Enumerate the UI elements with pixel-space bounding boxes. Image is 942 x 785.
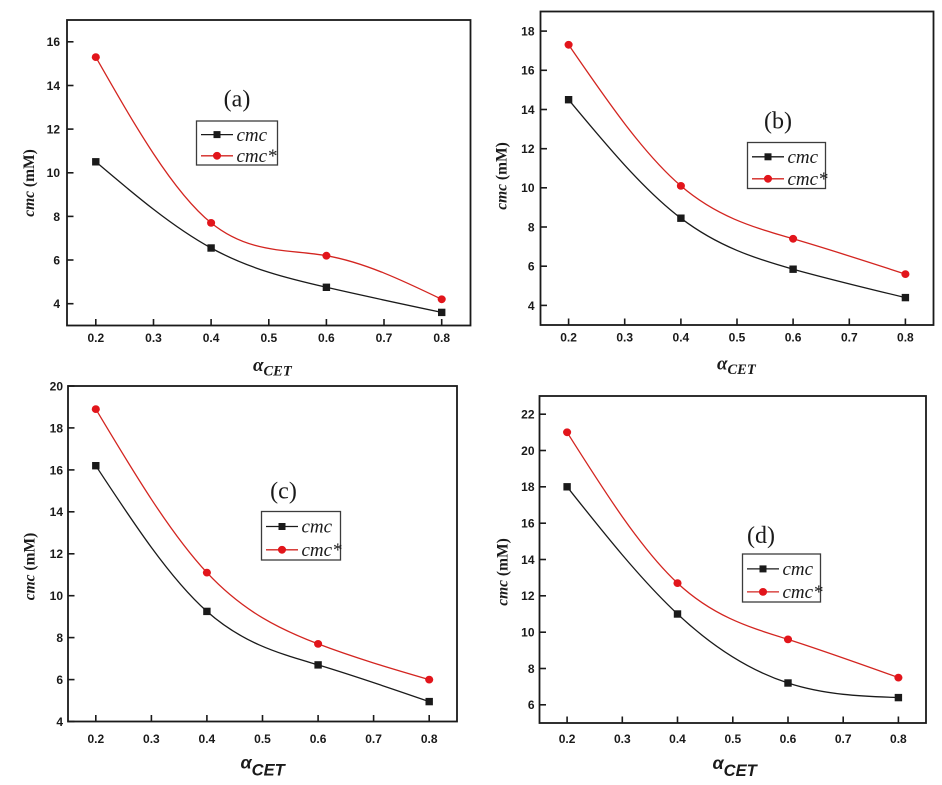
- svg-text:0.3: 0.3: [616, 330, 633, 344]
- svg-text:0.2: 0.2: [87, 331, 104, 345]
- svg-text:12: 12: [521, 142, 535, 156]
- svg-text:0.6: 0.6: [785, 330, 802, 344]
- svg-text:6: 6: [528, 260, 535, 274]
- svg-text:0.8: 0.8: [897, 330, 914, 344]
- svg-text:cmc (mM): cmc (mM): [495, 538, 512, 606]
- svg-text:cmc: cmc: [302, 517, 333, 538]
- svg-text:0.4: 0.4: [203, 331, 220, 345]
- svg-text:18: 18: [521, 25, 535, 39]
- svg-text:20: 20: [521, 444, 535, 458]
- svg-text:0.5: 0.5: [729, 330, 746, 344]
- svg-text:cmc*: cmc*: [237, 146, 278, 167]
- svg-text:cmc (mM): cmc (mM): [494, 142, 511, 210]
- svg-text:8: 8: [56, 631, 63, 645]
- svg-text:10: 10: [521, 181, 535, 195]
- svg-text:(b): (b): [764, 109, 792, 135]
- svg-text:cmc: cmc: [783, 559, 814, 580]
- svg-text:cmc (mM): cmc (mM): [22, 533, 39, 601]
- svg-text:16: 16: [50, 463, 64, 477]
- svg-text:12: 12: [47, 123, 61, 137]
- svg-text:0.5: 0.5: [254, 732, 271, 746]
- svg-text:16: 16: [521, 64, 535, 78]
- svg-text:4: 4: [56, 715, 63, 729]
- svg-text:6: 6: [528, 698, 535, 712]
- svg-text:(c): (c): [270, 479, 297, 505]
- svg-text:0.7: 0.7: [841, 330, 858, 344]
- svg-text:12: 12: [50, 547, 64, 561]
- svg-text:18: 18: [521, 480, 535, 494]
- svg-text:12: 12: [521, 589, 535, 603]
- svg-text:6: 6: [56, 673, 63, 687]
- svg-text:cmc: cmc: [788, 147, 819, 168]
- svg-text:cmc*: cmc*: [788, 169, 829, 190]
- svg-text:cmc*: cmc*: [783, 582, 824, 603]
- svg-text:22: 22: [521, 408, 535, 422]
- svg-text:20: 20: [50, 379, 64, 393]
- svg-text:0.7: 0.7: [376, 331, 393, 345]
- svg-text:0.7: 0.7: [365, 732, 382, 746]
- svg-text:14: 14: [50, 505, 64, 519]
- svg-text:0.3: 0.3: [143, 732, 160, 746]
- svg-text:0.6: 0.6: [310, 732, 327, 746]
- svg-text:4: 4: [53, 297, 60, 311]
- svg-text:8: 8: [528, 662, 535, 676]
- svg-text:cmc: cmc: [237, 125, 268, 146]
- svg-text:14: 14: [47, 79, 61, 93]
- svg-text:14: 14: [521, 553, 535, 567]
- svg-text:10: 10: [47, 166, 61, 180]
- svg-text:(d): (d): [747, 523, 775, 549]
- svg-text:0.2: 0.2: [560, 330, 577, 344]
- svg-text:0.8: 0.8: [890, 732, 907, 746]
- svg-text:0.8: 0.8: [421, 732, 438, 746]
- svg-text:10: 10: [521, 626, 535, 640]
- svg-text:0.6: 0.6: [318, 331, 335, 345]
- svg-text:0.3: 0.3: [614, 732, 631, 746]
- svg-text:0.8: 0.8: [433, 331, 450, 345]
- svg-text:0.3: 0.3: [145, 331, 162, 345]
- svg-text:16: 16: [47, 35, 61, 49]
- svg-text:8: 8: [528, 220, 535, 234]
- svg-text:0.4: 0.4: [673, 330, 690, 344]
- svg-text:(a): (a): [224, 87, 251, 113]
- svg-text:0.7: 0.7: [835, 732, 852, 746]
- svg-text:18: 18: [50, 421, 64, 435]
- svg-text:6: 6: [53, 253, 60, 267]
- svg-text:0.2: 0.2: [559, 732, 576, 746]
- svg-text:8: 8: [53, 210, 60, 224]
- svg-text:0.4: 0.4: [669, 732, 686, 746]
- svg-text:16: 16: [521, 517, 535, 531]
- svg-text:0.6: 0.6: [780, 732, 797, 746]
- svg-text:14: 14: [521, 103, 535, 117]
- svg-text:0.5: 0.5: [260, 331, 277, 345]
- svg-text:0.4: 0.4: [199, 732, 216, 746]
- svg-text:cmc*: cmc*: [302, 540, 343, 561]
- svg-text:10: 10: [50, 589, 64, 603]
- svg-text:cmc (mM): cmc (mM): [21, 149, 38, 217]
- svg-text:0.2: 0.2: [87, 732, 104, 746]
- svg-text:4: 4: [528, 299, 535, 313]
- svg-text:0.5: 0.5: [724, 732, 741, 746]
